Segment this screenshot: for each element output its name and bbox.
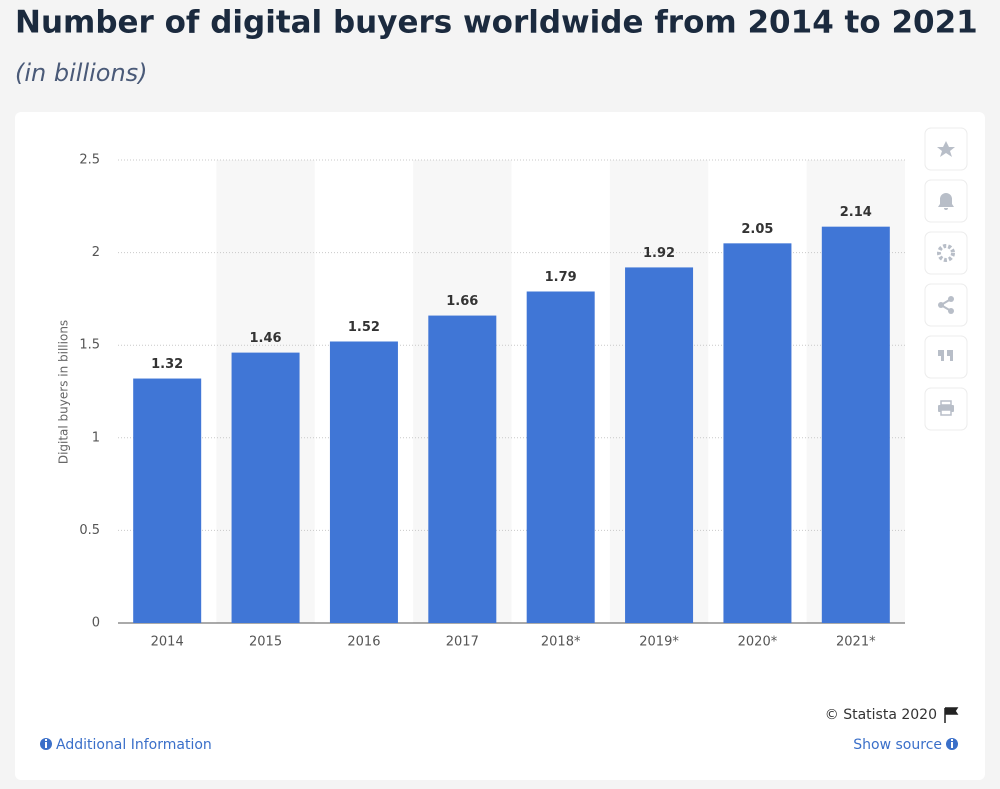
info-icon-stem: [951, 742, 953, 748]
share-icon: [938, 296, 954, 314]
x-tick-label: 2014: [151, 635, 184, 650]
value-label: 2.14: [840, 205, 872, 220]
value-label: 1.92: [643, 246, 675, 261]
gear-icon: [937, 244, 955, 262]
bar: [625, 267, 694, 623]
info-icon-stem: [45, 742, 47, 748]
bar: [821, 226, 890, 623]
bar: [133, 378, 202, 623]
value-label: 2.05: [741, 222, 773, 237]
show-source-text[interactable]: Show source: [853, 737, 942, 753]
additional-info-link[interactable]: Additional Information: [40, 737, 212, 753]
value-label: 1.46: [250, 331, 282, 346]
bar: [231, 352, 300, 623]
x-tick-label: 2018*: [541, 635, 581, 650]
bell-icon: [938, 193, 954, 210]
quote-icon: [938, 350, 953, 361]
bar: [428, 315, 497, 623]
additional-info-text[interactable]: Additional Information: [56, 737, 212, 753]
chart-title: Number of digital buyers worldwide from …: [15, 5, 978, 41]
value-label: 1.32: [151, 357, 183, 372]
y-axis-label: Digital buyers in billions: [57, 320, 71, 464]
y-tick-label: 1.5: [79, 338, 100, 353]
print-icon: [938, 400, 954, 416]
chart-subtitle: (in billions): [15, 59, 148, 87]
plot: 00.511.522.520141.3220151.4620161.522017…: [79, 153, 905, 650]
bar: [526, 291, 595, 623]
y-tick-label: 2.5: [79, 153, 100, 168]
x-tick-label: 2019*: [639, 635, 679, 650]
x-tick-label: 2020*: [738, 635, 778, 650]
star-icon: [937, 141, 955, 157]
cite-button[interactable]: [924, 335, 968, 379]
bar: [329, 341, 398, 623]
flag-icon: [944, 707, 959, 723]
bar: [723, 243, 792, 623]
value-label: 1.66: [446, 294, 478, 309]
show-source-link[interactable]: Show source: [853, 737, 958, 753]
value-label: 1.79: [545, 270, 577, 285]
credit: © Statista 2020: [825, 707, 937, 723]
side-toolbar: [924, 127, 968, 431]
info-icon-dot: [951, 739, 953, 741]
settings-button[interactable]: [924, 231, 968, 275]
x-tick-label: 2021*: [836, 635, 876, 650]
y-tick-label: 0.5: [79, 523, 100, 538]
y-tick-label: 0: [92, 616, 100, 631]
x-tick-label: 2015: [249, 635, 282, 650]
y-tick-label: 2: [92, 245, 100, 260]
value-label: 1.52: [348, 320, 380, 335]
info-icon-dot: [45, 739, 47, 741]
x-tick-label: 2016: [347, 635, 380, 650]
y-tick-label: 1: [92, 430, 100, 445]
x-tick-label: 2017: [446, 635, 479, 650]
share-button[interactable]: [924, 283, 968, 327]
